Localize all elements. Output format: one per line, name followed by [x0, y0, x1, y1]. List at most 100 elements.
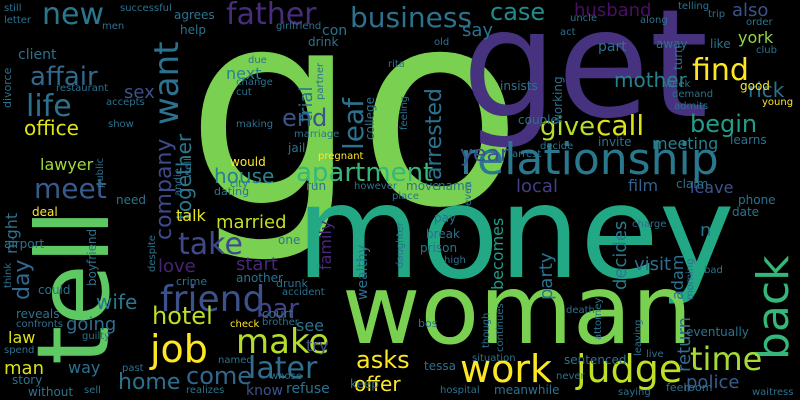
word-bos: bos [418, 317, 438, 330]
word-guilty: guilty [82, 331, 111, 342]
word-break: break [426, 227, 460, 241]
word-call: call [596, 109, 645, 142]
word-york: york [738, 28, 774, 47]
word-decide: decide [540, 141, 574, 152]
word-realizes: realizes [186, 385, 225, 396]
word-airport: airport [4, 237, 45, 251]
word-hospital: hospital [440, 385, 480, 396]
word-public: public [95, 157, 106, 188]
word-despite: despite [147, 235, 158, 272]
word-sentenced: sentenced [564, 353, 627, 367]
word-drunk: drunk [276, 277, 308, 290]
word-never: never [556, 371, 585, 382]
word-cut: cut [236, 87, 252, 98]
word-sell: sell [84, 385, 101, 396]
word-telling: telling [678, 1, 710, 12]
word-along: along [640, 15, 668, 26]
word-demand: demand [672, 89, 714, 100]
word-city: city [230, 179, 249, 190]
word-con: con [322, 23, 348, 39]
word-woman: woman [342, 254, 693, 366]
word-would: would [230, 155, 266, 169]
word-name: name [438, 179, 473, 193]
word-well: well [183, 158, 194, 178]
word-way: way [68, 358, 101, 377]
word-story: story [12, 373, 43, 387]
word-good: good [740, 79, 770, 93]
word-order: order [746, 17, 773, 28]
word-give: give [540, 112, 596, 142]
word-pay: pay [434, 211, 457, 225]
word-think: think [3, 262, 14, 288]
word-invite: invite [598, 135, 632, 149]
word-restaurant: restaurant [56, 83, 109, 94]
word-feeling: feeling [399, 95, 410, 130]
word-another: another [236, 271, 283, 285]
word-court: court [262, 307, 294, 321]
word-tessa: tessa [424, 359, 456, 373]
word-working: working [551, 76, 565, 124]
word-couple: couple [518, 113, 558, 127]
word-charge: charge [632, 219, 667, 230]
word-agrees: agrees [174, 8, 215, 22]
word-keep: keep [350, 377, 379, 391]
word-say: say [462, 20, 494, 41]
word-could: could [38, 283, 71, 297]
word-insists: insists [500, 79, 538, 93]
word-arrest: arrest [512, 149, 542, 160]
word-start: start [236, 254, 278, 275]
word-learns: learns [730, 133, 767, 147]
word-also: also [732, 0, 769, 21]
word-crime: crime [176, 275, 208, 288]
word-lawyer: lawyer [40, 155, 94, 174]
word-club: club [756, 45, 777, 56]
word-client: client [18, 47, 57, 63]
word-death: death [566, 305, 595, 316]
word-pregnant: pregnant [318, 151, 364, 162]
word-daughter: daughter [395, 222, 406, 268]
word-leave: leave [690, 178, 734, 197]
word-police: police [686, 372, 740, 393]
word-partner: partner [315, 62, 326, 100]
word-money: money [296, 159, 735, 308]
word-adam: adam [668, 254, 687, 300]
word-later: later [248, 351, 318, 386]
word-becomes: becomes [488, 217, 507, 290]
word-help: help [180, 23, 206, 37]
word-reveals: reveals [16, 307, 60, 321]
word-boyfriend: boyfriend [85, 228, 99, 286]
word-sex: sex [124, 82, 155, 103]
word-house: house [214, 164, 275, 188]
word-know: know [246, 383, 283, 399]
word-friend: friend [160, 279, 266, 320]
word-marriage: marriage [294, 129, 340, 140]
word-leaving: leaving [633, 319, 644, 356]
word-day: day [10, 259, 35, 300]
word-offer: offer [354, 372, 401, 396]
word-due: due [248, 55, 267, 66]
word-like: like [710, 37, 731, 51]
word-office: office [24, 116, 79, 140]
word-deal: deal [32, 205, 58, 219]
word-meet: meet [34, 172, 107, 205]
word-accepts: accepts [106, 97, 145, 108]
word-work: work [460, 347, 552, 391]
word-run: run [306, 179, 327, 193]
word-drink: drink [308, 35, 339, 49]
word-girlfriend: girlfriend [276, 21, 322, 32]
word-meanwhile: meanwhile [494, 383, 560, 397]
word-wife: wife [96, 290, 138, 314]
word-check: check [230, 319, 260, 330]
word-divorce: divorce [1, 67, 14, 108]
word-one: one [278, 233, 301, 247]
word-college: college [363, 97, 377, 140]
word-young: young [762, 97, 794, 108]
word-job: job [150, 327, 208, 371]
word-confronts: confronts [16, 319, 63, 330]
word-business: business [350, 1, 473, 34]
word-year: year [460, 142, 510, 167]
word-prison: prison [420, 241, 458, 255]
word-act: act [560, 27, 576, 38]
word-trip: trip [708, 9, 726, 20]
